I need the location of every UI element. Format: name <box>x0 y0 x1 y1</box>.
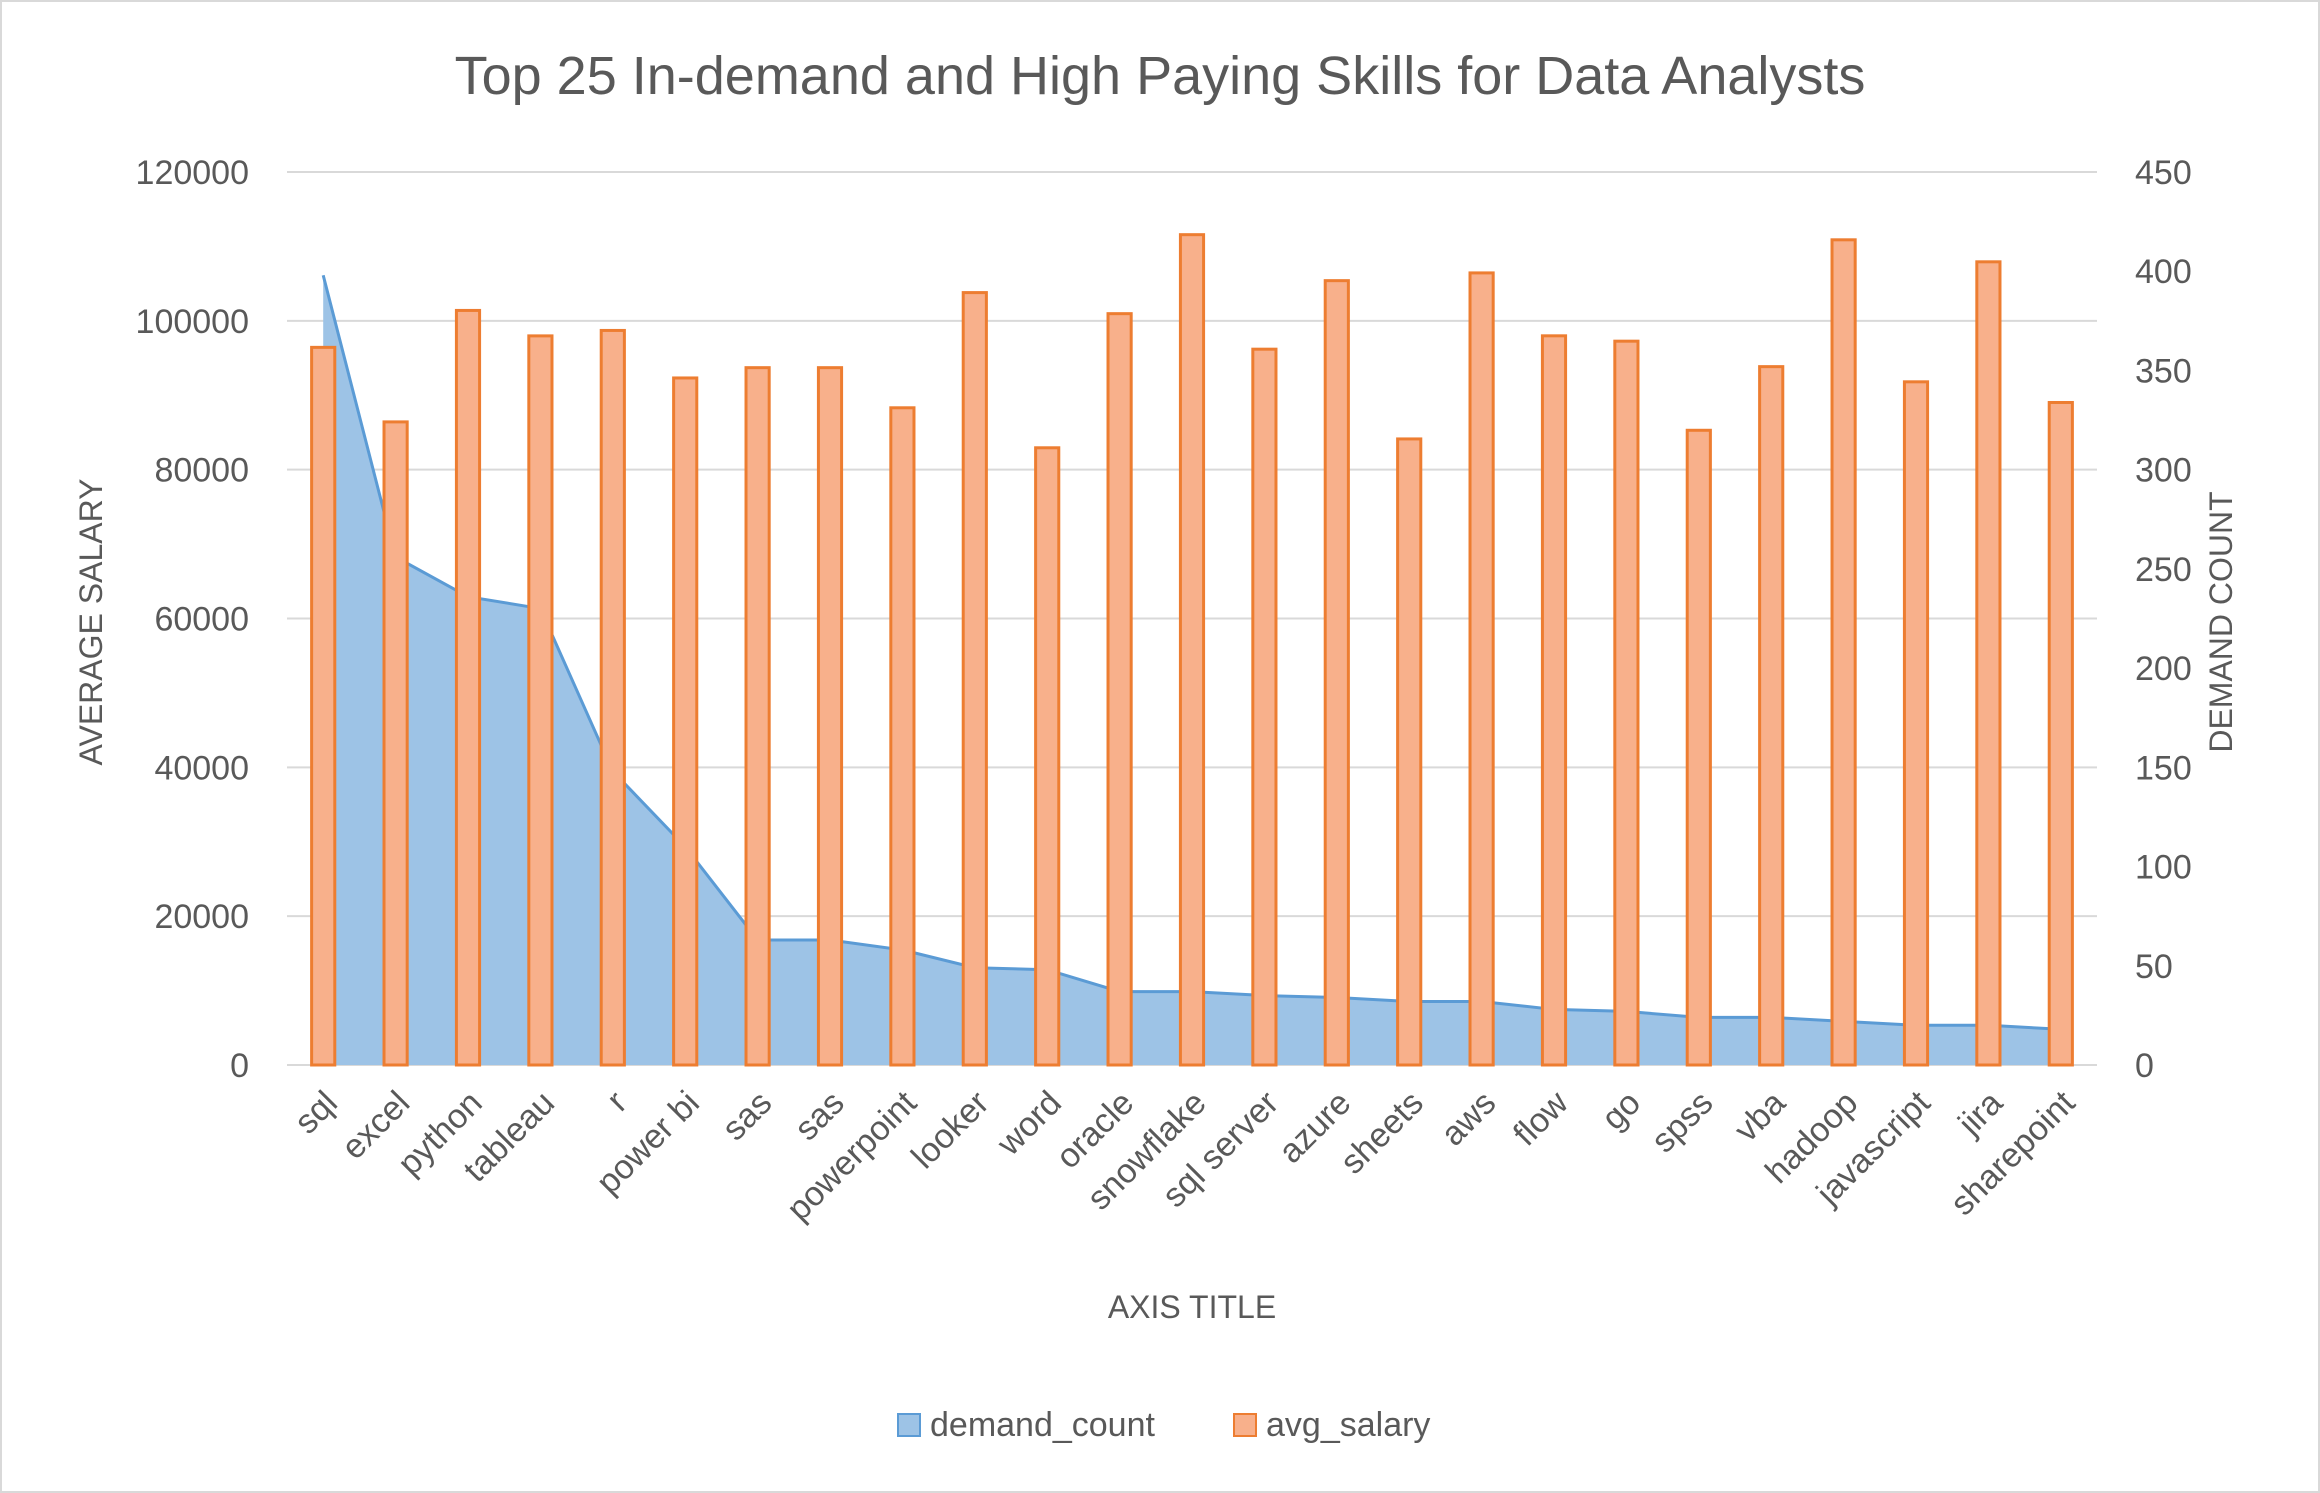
category-label: go <box>1594 1084 1648 1138</box>
right-axis-ticks: 0 50 100 150 200 250 300 350 400 450 <box>2135 154 2192 1085</box>
avg-salary-bar <box>1106 312 1133 1067</box>
category-label: sas <box>715 1084 779 1148</box>
y2-tick-label: 200 <box>2135 650 2192 688</box>
avg-salary-bar <box>382 420 409 1067</box>
legend-swatch-avg-salary <box>1233 1413 1257 1437</box>
category-label: aws <box>1434 1084 1504 1154</box>
y2-tick-label: 350 <box>2135 352 2192 390</box>
category-label: flow <box>1506 1083 1576 1153</box>
chart-title: Top 25 In-demand and High Paying Skills … <box>455 46 1866 106</box>
category-label: jira <box>1950 1084 2010 1144</box>
avg-salary-bar <box>1830 238 1857 1067</box>
y-tick-label: 60000 <box>154 601 249 639</box>
y-tick-label: 100000 <box>136 303 249 341</box>
avg-salary-bar <box>1396 437 1423 1067</box>
avg-salary-bars <box>310 233 2074 1067</box>
y2-tick-label: 0 <box>2135 1047 2154 1085</box>
legend-label-demand-count: demand_count <box>930 1406 1156 1444</box>
avg-salary-bar <box>672 376 699 1067</box>
y2-tick-label: 250 <box>2135 551 2192 589</box>
y-tick-label: 40000 <box>154 749 249 787</box>
legend-label-avg-salary: avg_salary <box>1266 1406 1430 1444</box>
avg-salary-bar <box>1034 446 1061 1067</box>
x-axis-title: AXIS TITLE <box>1108 1289 1276 1325</box>
avg-salary-bar <box>2047 400 2074 1067</box>
y-tick-label: 80000 <box>154 452 249 490</box>
legend: demand_count avg_salary <box>897 1406 1430 1444</box>
avg-salary-bar <box>961 291 988 1067</box>
category-label: looker <box>904 1084 996 1176</box>
avg-salary-bar <box>744 366 771 1067</box>
category-label: powerpoint <box>780 1083 925 1228</box>
avg-salary-bar <box>599 328 626 1067</box>
avg-salary-bar <box>1251 347 1278 1067</box>
category-label: spss <box>1644 1084 1720 1160</box>
avg-salary-bar <box>1468 271 1495 1067</box>
avg-salary-bar <box>889 406 916 1067</box>
avg-salary-bar <box>816 366 844 1067</box>
avg-salary-bar <box>1902 380 1930 1067</box>
avg-salary-bar <box>454 308 482 1067</box>
y2-tick-label: 400 <box>2135 253 2192 291</box>
left-axis-ticks: 0 20000 40000 60000 80000 100000 120000 <box>136 154 249 1085</box>
avg-salary-bar <box>527 334 554 1067</box>
y2-tick-label: 150 <box>2135 749 2192 787</box>
avg-salary-bar <box>1975 260 2002 1067</box>
y2-axis-title: DEMAND COUNT <box>2203 491 2239 752</box>
y-tick-label: 20000 <box>154 898 249 936</box>
avg-salary-bar <box>1685 428 1712 1067</box>
y-axis-title: AVERAGE SALARY <box>73 479 109 766</box>
avg-salary-bar <box>1758 365 1785 1067</box>
y2-tick-label: 50 <box>2135 948 2173 986</box>
avg-salary-bar <box>310 345 337 1067</box>
y2-tick-label: 100 <box>2135 849 2192 887</box>
y-tick-label: 0 <box>230 1047 249 1085</box>
y2-tick-label: 450 <box>2135 154 2192 192</box>
y-tick-label: 120000 <box>136 154 249 192</box>
category-label: sheets <box>1333 1084 1431 1182</box>
avg-salary-bar <box>1613 339 1640 1067</box>
avg-salary-bar <box>1323 279 1350 1067</box>
category-label: sql <box>287 1084 345 1142</box>
legend-swatch-demand-count <box>897 1413 921 1437</box>
category-label: power bi <box>589 1084 707 1202</box>
category-label: r <box>600 1084 635 1119</box>
y2-tick-label: 300 <box>2135 452 2192 490</box>
demand-count-area-fill <box>323 275 2061 1065</box>
avg-salary-bar <box>1178 233 1206 1067</box>
avg-salary-bar <box>1540 334 1568 1067</box>
